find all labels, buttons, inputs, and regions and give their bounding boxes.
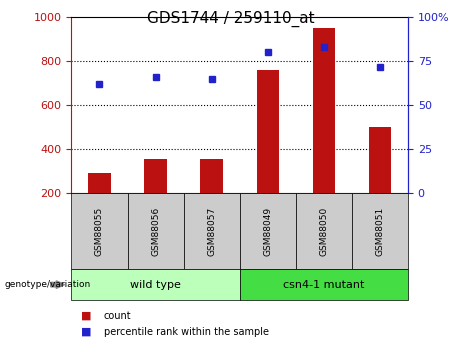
Bar (256, 70, 279, 193)
Text: percentile rank within the sample: percentile rank within the sample (104, 327, 269, 336)
Bar (88, 174, 111, 193)
Bar (369, 127, 391, 193)
Text: GSM88051: GSM88051 (375, 207, 384, 256)
Text: GSM88055: GSM88055 (95, 207, 104, 256)
Text: GDS1744 / 259110_at: GDS1744 / 259110_at (147, 10, 314, 27)
Text: ■: ■ (81, 311, 91, 321)
Text: GSM88057: GSM88057 (207, 207, 216, 256)
Text: ■: ■ (81, 327, 91, 336)
Text: GSM88049: GSM88049 (263, 207, 272, 256)
Bar (144, 159, 167, 193)
Text: GSM88050: GSM88050 (319, 207, 328, 256)
Bar (201, 159, 223, 193)
Text: genotype/variation: genotype/variation (5, 280, 91, 289)
Text: GSM88056: GSM88056 (151, 207, 160, 256)
Bar (313, 28, 335, 193)
Text: wild type: wild type (130, 280, 181, 289)
Text: count: count (104, 311, 131, 321)
Text: csn4-1 mutant: csn4-1 mutant (283, 280, 365, 289)
